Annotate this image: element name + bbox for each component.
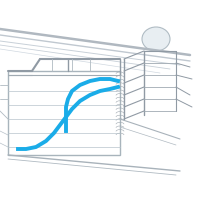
Bar <box>8 71 120 155</box>
Ellipse shape <box>142 27 170 51</box>
